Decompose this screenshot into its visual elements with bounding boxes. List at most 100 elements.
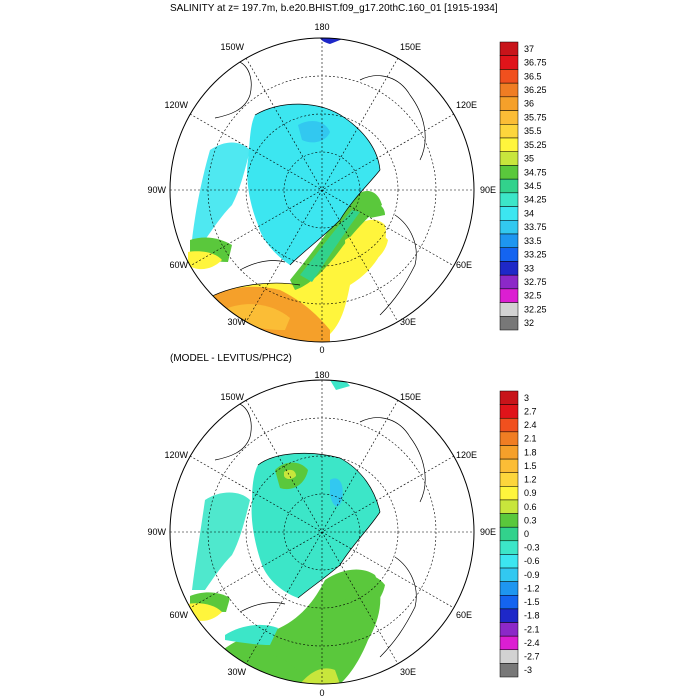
- difference-field: [179, 380, 426, 684]
- colorbar-label: 33: [524, 263, 534, 273]
- map-title-difference: (MODEL - LEVITUS/PHC2): [170, 353, 292, 364]
- colorbar-swatch: [499, 663, 519, 678]
- colorbar-swatch: [499, 554, 519, 569]
- colorbar-swatch: [499, 288, 519, 303]
- colorbar-label: 34.25: [524, 195, 547, 205]
- colorbar-swatch: [499, 69, 519, 84]
- colorbar-label: -2.1: [524, 624, 540, 634]
- colorbar-swatch: [499, 96, 519, 111]
- colorbar-label: 34: [524, 208, 534, 218]
- lon-label-30w: 30W: [227, 667, 246, 677]
- colorbar-swatch: [499, 431, 519, 446]
- lon-label-90e: 90E: [480, 185, 496, 195]
- colorbar-swatch: [499, 472, 519, 487]
- lon-label-150e: 150E: [400, 392, 421, 402]
- colorbar-swatch: [499, 192, 519, 207]
- colorbar-swatch: [499, 82, 519, 98]
- colorbar-label: 0.6: [524, 502, 537, 512]
- colorbar-swatch: [499, 608, 519, 623]
- lon-label-0: 0: [319, 688, 324, 698]
- colorbar-label: 1.2: [524, 475, 537, 485]
- colorbar-label: -2.7: [524, 652, 540, 662]
- colorbar-swatch: [499, 445, 519, 460]
- colorbar-label: -3: [524, 665, 532, 675]
- colorbar-swatch: [499, 178, 519, 194]
- colorbar-difference: 3 2.7 2.4 2.1 1.8 1.5 1.2 0.9 0.6 0.3 0 -0.3 -0.6 -0.…: [499, 390, 540, 678]
- colorbar-label: 2.7: [524, 406, 537, 416]
- colorbar-salinity: 37 36.75 36.5 36.25 36 35.75 35.5 35.25 35 34.75 3…: [499, 41, 547, 331]
- colorbar-swatch: [499, 137, 519, 152]
- lon-label-120e: 120E: [456, 100, 477, 110]
- lon-label-30w: 30W: [227, 317, 246, 327]
- colorbar-swatch: [499, 404, 519, 419]
- lon-label-30e: 30E: [400, 667, 416, 677]
- colorbar-swatch: [499, 622, 519, 637]
- polar-map-salinity: 180 0 90W 90E 150W 120W 60W 30W 150E 120…: [147, 22, 496, 355]
- lon-label-0: 0: [319, 345, 324, 355]
- lon-label-150e: 150E: [400, 42, 421, 52]
- colorbar-label: 36.75: [524, 58, 547, 68]
- salinity-field: [179, 38, 426, 342]
- colorbar-swatch: [499, 486, 519, 501]
- lon-label-150w: 150W: [220, 392, 244, 402]
- colorbar-label: 34.5: [524, 181, 542, 191]
- colorbar-swatch: [499, 595, 519, 610]
- colorbar-swatch: [499, 233, 519, 248]
- colorbar-label: 36.5: [524, 71, 542, 81]
- colorbar-label: 33.25: [524, 250, 547, 260]
- graticule: [170, 38, 474, 342]
- graticule: [170, 380, 474, 684]
- colorbar-swatch: [499, 513, 519, 528]
- colorbar-swatch: [499, 261, 519, 276]
- colorbar-label: 0: [524, 529, 529, 539]
- colorbar-swatch: [499, 417, 519, 433]
- lon-label-180: 180: [314, 370, 329, 380]
- colorbar-label: -0.6: [524, 556, 540, 566]
- lon-label-180: 180: [314, 22, 329, 32]
- colorbar-swatch: [499, 458, 519, 473]
- colorbar-label: 1.8: [524, 447, 537, 457]
- map-title-salinity: SALINITY at z= 197.7m, b.e20.BHIST.f09_g…: [170, 3, 498, 14]
- colorbar-swatch: [499, 316, 519, 331]
- colorbar-swatch: [499, 390, 519, 405]
- colorbar-label: 0.9: [524, 488, 537, 498]
- lon-label-120w: 120W: [164, 450, 188, 460]
- colorbar-swatch: [499, 499, 519, 514]
- colorbar-swatch: [499, 567, 519, 582]
- colorbar-label: 32.25: [524, 304, 547, 314]
- colorbar-label: 36.25: [524, 85, 547, 95]
- colorbar-label: 1.5: [524, 461, 537, 471]
- colorbar-label: -1.2: [524, 583, 540, 593]
- colorbar-swatch: [499, 55, 519, 70]
- colorbar-label: -1.8: [524, 611, 540, 621]
- polar-map-difference: 180 0 90W 90E 150W 120W 60W 30W 150E 120…: [147, 370, 496, 698]
- colorbar-swatch: [499, 540, 519, 555]
- colorbar-label: 32: [524, 318, 534, 328]
- colorbar-swatch: [499, 124, 519, 139]
- colorbar-label: 35.75: [524, 112, 547, 122]
- colorbar-label: 32.75: [524, 277, 547, 287]
- colorbar-label: 3: [524, 393, 529, 403]
- lon-label-30e: 30E: [400, 317, 416, 327]
- lon-label-60e: 60E: [456, 260, 472, 270]
- colorbar-swatch: [499, 110, 519, 125]
- colorbar-label: -2.4: [524, 638, 540, 648]
- lon-label-90w: 90W: [147, 527, 166, 537]
- colorbar-swatch: [499, 274, 519, 290]
- colorbar-label: 33.75: [524, 222, 547, 232]
- colorbar-swatch: [499, 635, 519, 651]
- colorbar-swatch: [499, 206, 519, 221]
- colorbar-label: 35.25: [524, 140, 547, 150]
- lon-label-150w: 150W: [220, 42, 244, 52]
- colorbar-swatch: [499, 581, 519, 596]
- colorbar-label: 35.5: [524, 126, 542, 136]
- lon-label-120e: 120E: [456, 450, 477, 460]
- lon-label-60w: 60W: [169, 610, 188, 620]
- colorbar-label: 37: [524, 44, 534, 54]
- colorbar-label: 34.75: [524, 167, 547, 177]
- colorbar-label: -0.9: [524, 570, 540, 580]
- lon-label-120w: 120W: [164, 100, 188, 110]
- colorbar-label: 35: [524, 154, 534, 164]
- colorbar-label: 33.5: [524, 236, 542, 246]
